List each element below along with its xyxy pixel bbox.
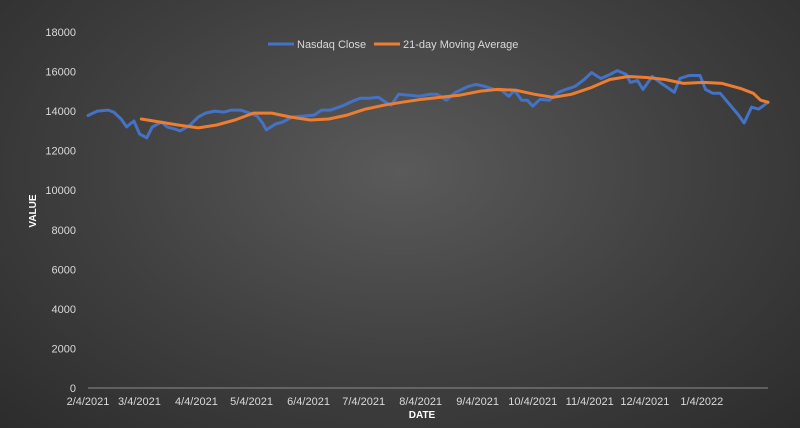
y-tick-label: 12000 xyxy=(45,146,76,158)
x-axis-title: DATE xyxy=(409,410,436,421)
legend: Nasdaq Close 21-day Moving Average xyxy=(268,39,518,51)
x-tick-label: 8/4/2021 xyxy=(399,396,442,408)
y-tick-label: 10000 xyxy=(45,185,76,197)
y-tick-label: 0 xyxy=(70,383,76,395)
x-tick-label: 4/4/2021 xyxy=(175,396,218,408)
series-line-nasdaq-close xyxy=(86,69,770,140)
legend-label-nasdaq-close: Nasdaq Close xyxy=(297,39,366,51)
x-axis-tick-labels: 2/4/2021 3/4/2021 4/4/2021 5/4/2021 6/4/2021… xyxy=(67,396,724,408)
x-tick-label: 3/4/2021 xyxy=(118,396,161,408)
x-tick-label: 9/4/2021 xyxy=(456,396,499,408)
x-tick-label: 1/4/2022 xyxy=(680,396,723,408)
x-tick-label: 10/4/2021 xyxy=(508,396,557,408)
y-tick-label: 4000 xyxy=(52,304,76,316)
x-tick-label: 2/4/2021 xyxy=(67,396,110,408)
series-layer xyxy=(86,69,770,140)
y-axis-tick-labels: 0 2000 4000 6000 8000 10000 12000 14000 16000 180… xyxy=(45,27,76,395)
y-tick-label: 14000 xyxy=(45,106,76,118)
series-line-moving-average xyxy=(139,75,770,130)
x-tick-label: 5/4/2021 xyxy=(230,396,273,408)
y-tick-label: 18000 xyxy=(45,27,76,39)
x-tick-label: 6/4/2021 xyxy=(287,396,330,408)
y-tick-label: 2000 xyxy=(52,343,76,355)
x-tick-label: 7/4/2021 xyxy=(342,396,385,408)
x-tick-label: 11/4/2021 xyxy=(566,396,614,408)
y-tick-label: 6000 xyxy=(52,264,76,276)
y-tick-label: 8000 xyxy=(52,225,76,237)
y-tick-label: 16000 xyxy=(45,67,76,79)
x-tick-label: 12/4/2021 xyxy=(620,396,669,408)
legend-label-moving-average: 21-day Moving Average xyxy=(403,39,518,51)
y-axis-title: VALUE xyxy=(28,194,39,227)
